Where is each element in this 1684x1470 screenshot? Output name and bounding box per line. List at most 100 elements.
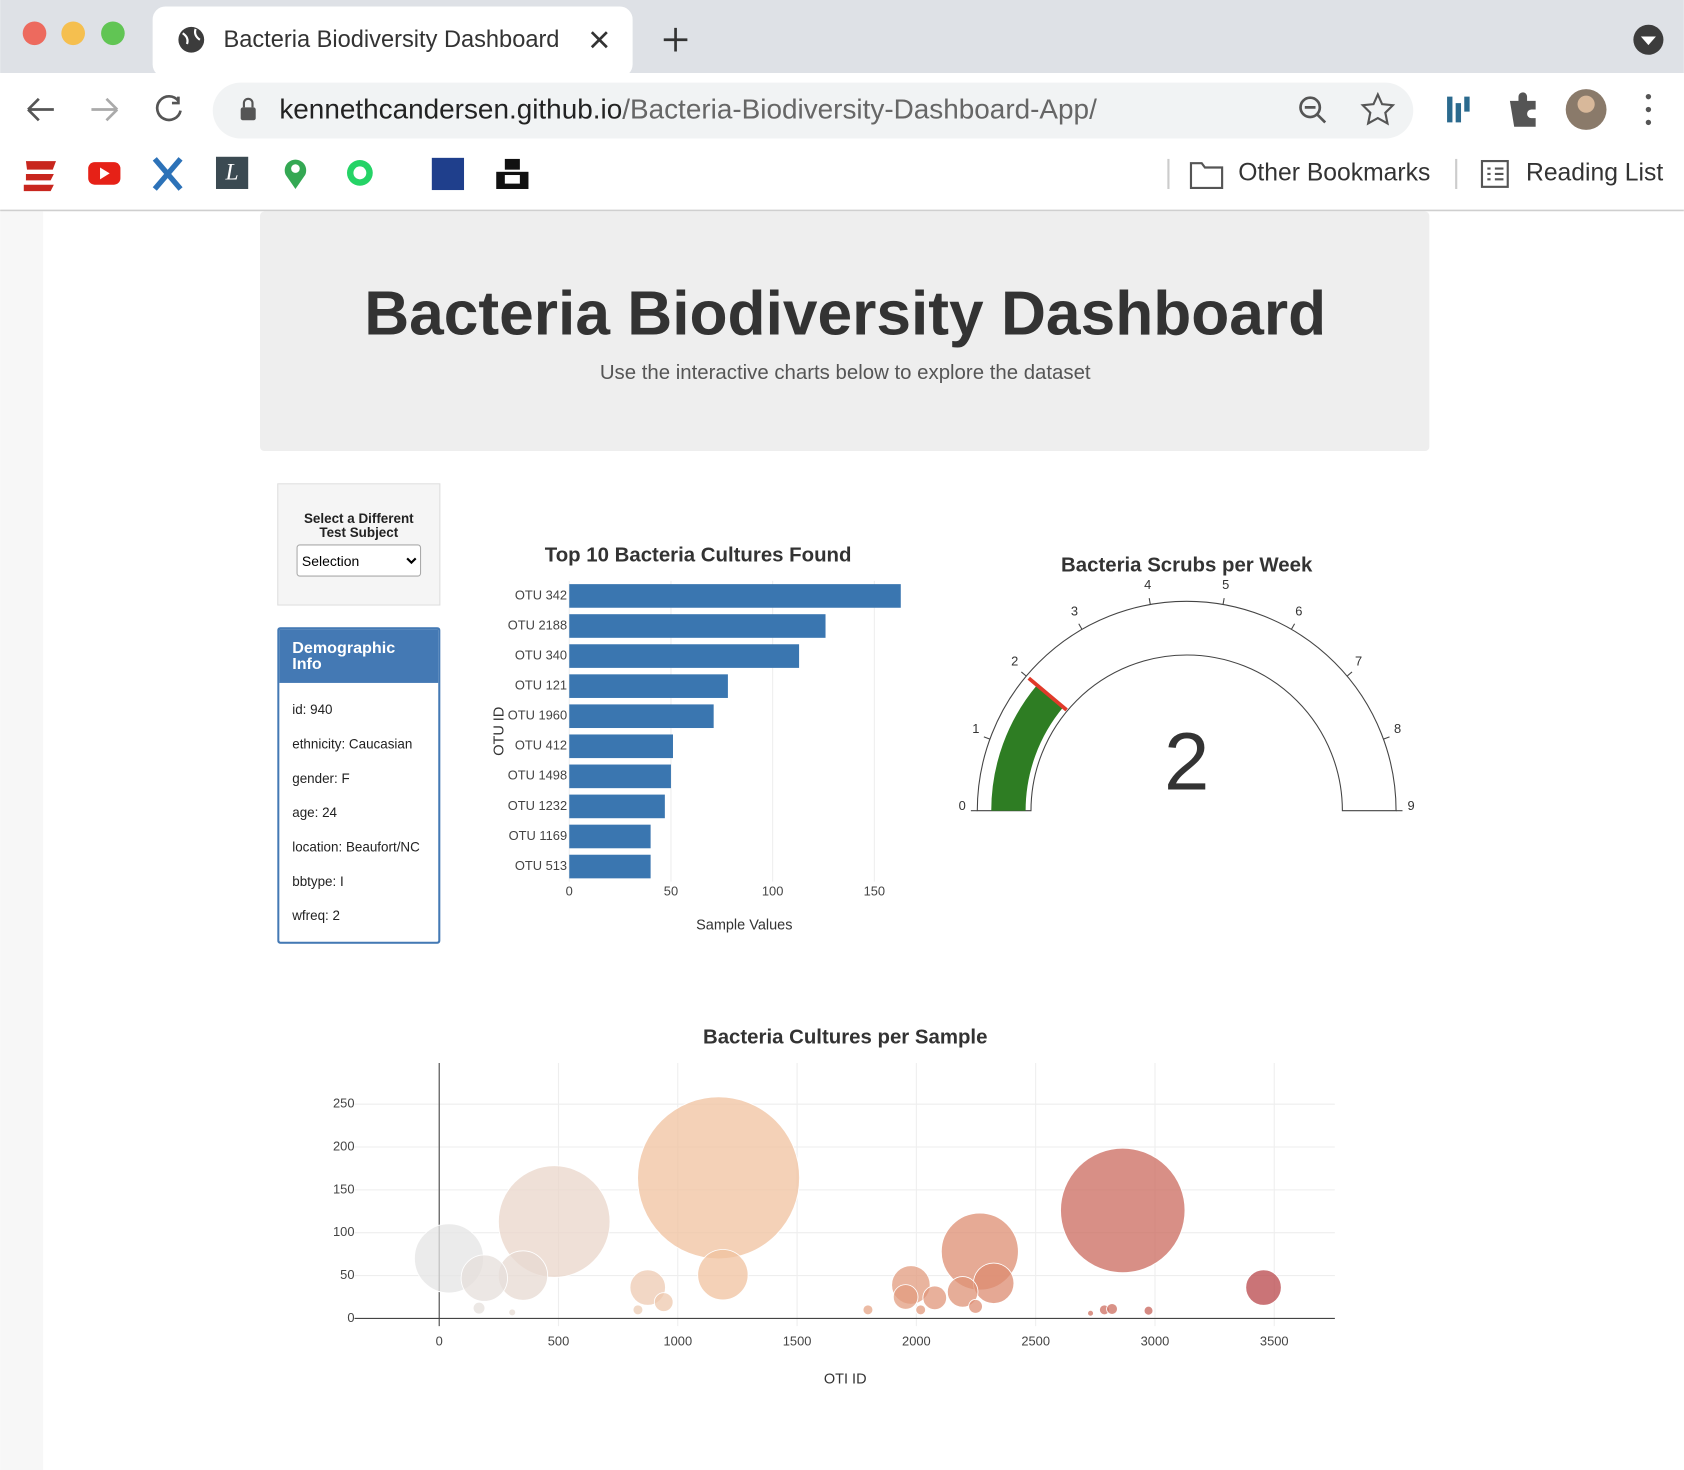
url: kennethcandersen.github.io/Bacteria-Biod… [279, 94, 1097, 125]
gauge-tick [1290, 623, 1296, 630]
gauge-tick-label: 9 [1408, 798, 1415, 813]
gauge-bar [991, 685, 1064, 811]
lock-icon [240, 107, 256, 121]
gauge-tick-label: 5 [1222, 577, 1229, 592]
minimize-window[interactable] [61, 21, 85, 46]
bubble [632, 1304, 644, 1316]
gauge-tick [983, 736, 991, 740]
gauge-tick-label: 4 [1144, 577, 1151, 592]
bubble [460, 1254, 508, 1302]
page-margin [0, 211, 44, 1470]
extension-icon[interactable] [1447, 96, 1470, 123]
bubble [915, 1304, 927, 1316]
reading-list[interactable]: Reading List [1526, 159, 1663, 186]
demographic-item: bbtype: I [292, 874, 344, 890]
bubble [472, 1301, 486, 1315]
tab-icon [178, 26, 205, 53]
bookmark-star[interactable] [1360, 91, 1396, 126]
bar [569, 794, 665, 819]
tab-close[interactable] [590, 31, 608, 49]
bubble [922, 1285, 948, 1311]
y-tick-label: 100 [333, 1224, 354, 1239]
subject-select[interactable]: Selection [296, 544, 422, 577]
folder-icon [1189, 162, 1224, 189]
gauge-value: 2 [1164, 716, 1209, 807]
close-window[interactable] [22, 21, 47, 46]
y-tick-label: 200 [333, 1138, 354, 1153]
demographic-item: wfreq: 2 [292, 908, 340, 924]
demographic-item: id: 940 [292, 702, 333, 718]
url-path: /Bacteria-Biodiversity-Dashboard-App/ [622, 94, 1097, 125]
zoom-window[interactable] [101, 21, 125, 46]
y-tick-label: 50 [340, 1267, 354, 1282]
jumbotron [260, 211, 1430, 451]
chart-title: Bacteria Cultures per Sample [703, 1027, 987, 1049]
x-tick-label: 3000 [1141, 1334, 1170, 1349]
gauge-tick-label: 1 [972, 721, 979, 736]
bubble [1087, 1309, 1094, 1317]
address-bar[interactable] [212, 82, 1414, 139]
x-tick-label: 1000 [663, 1334, 692, 1349]
bookmark-icon[interactable] [215, 156, 249, 189]
demographic-item: age: 24 [292, 805, 338, 821]
x-tick-label: 500 [548, 1334, 569, 1349]
bubble [637, 1096, 801, 1260]
bubble [508, 1308, 517, 1317]
url-host: kennethcandersen.github.io [279, 94, 622, 125]
reload-button[interactable] [155, 94, 182, 122]
chart-title: Top 10 Bacteria Cultures Found [545, 545, 852, 567]
gauge-tick-label: 8 [1394, 721, 1401, 736]
forward-button[interactable] [91, 97, 119, 122]
gauge-tick [1021, 671, 1027, 677]
gauge-tick-label: 0 [959, 798, 966, 813]
y-axis-label: OTU ID [491, 707, 507, 756]
gauge-tick [1078, 623, 1083, 630]
bubble [892, 1284, 919, 1310]
bar [569, 854, 651, 879]
bubble [862, 1304, 874, 1316]
y-tick-label: OTU 1232 [508, 798, 567, 813]
bookmark-icon[interactable] [431, 157, 465, 191]
gauge-tick [1222, 598, 1225, 605]
x-axis-label: OTI ID [824, 1372, 867, 1388]
back-button[interactable] [27, 97, 54, 122]
bookmark-folder[interactable]: Other Bookmarks [1238, 159, 1430, 186]
demographic-panel: Demographic Info id: 940 ethnicity: Cauca… [277, 627, 441, 944]
active-tab[interactable] [152, 6, 633, 78]
x-tick-label: 0 [436, 1334, 443, 1349]
y-tick-label: OTU 2188 [508, 617, 567, 632]
bubble [1143, 1305, 1154, 1316]
y-tick-label: 250 [333, 1096, 354, 1111]
x-tick-label: 2500 [1021, 1334, 1050, 1349]
y-tick-label: OTU 513 [515, 858, 567, 873]
gauge-tick-label: 3 [1071, 603, 1078, 618]
browser-menu[interactable] [1645, 93, 1652, 100]
selector-label: Select a Different Test Subject [303, 511, 414, 541]
bookmark-icon[interactable] [284, 159, 307, 189]
y-tick-label: OTU 1498 [508, 768, 567, 783]
bar [569, 704, 714, 729]
bar [569, 614, 826, 638]
x-tick-label: 100 [762, 884, 783, 899]
demographic-item: ethnicity: Caucasian [292, 736, 413, 752]
page-title: Bacteria Biodiversity Dashboard [364, 279, 1326, 348]
y-tick-label: 0 [347, 1310, 354, 1325]
page-subtitle: Use the interactive charts below to expl… [600, 362, 1091, 384]
bookmark-icon[interactable] [23, 161, 56, 192]
extensions-button[interactable] [1509, 92, 1536, 127]
bar [569, 644, 800, 668]
bubble [1245, 1269, 1282, 1306]
bubble [497, 1165, 611, 1278]
new-tab[interactable] [663, 27, 688, 52]
zoom-icon[interactable] [1299, 96, 1322, 119]
bubble [946, 1276, 979, 1308]
x-tick-label: 0 [566, 884, 573, 899]
bubble [697, 1249, 749, 1301]
bookmark-icon[interactable] [152, 157, 183, 191]
demographic-title: Demographic Info [279, 629, 439, 683]
y-tick-label: OTU 340 [515, 647, 567, 662]
demographic-item: location: Beaufort/NC [292, 839, 420, 855]
x-tick-label: 150 [864, 884, 885, 899]
